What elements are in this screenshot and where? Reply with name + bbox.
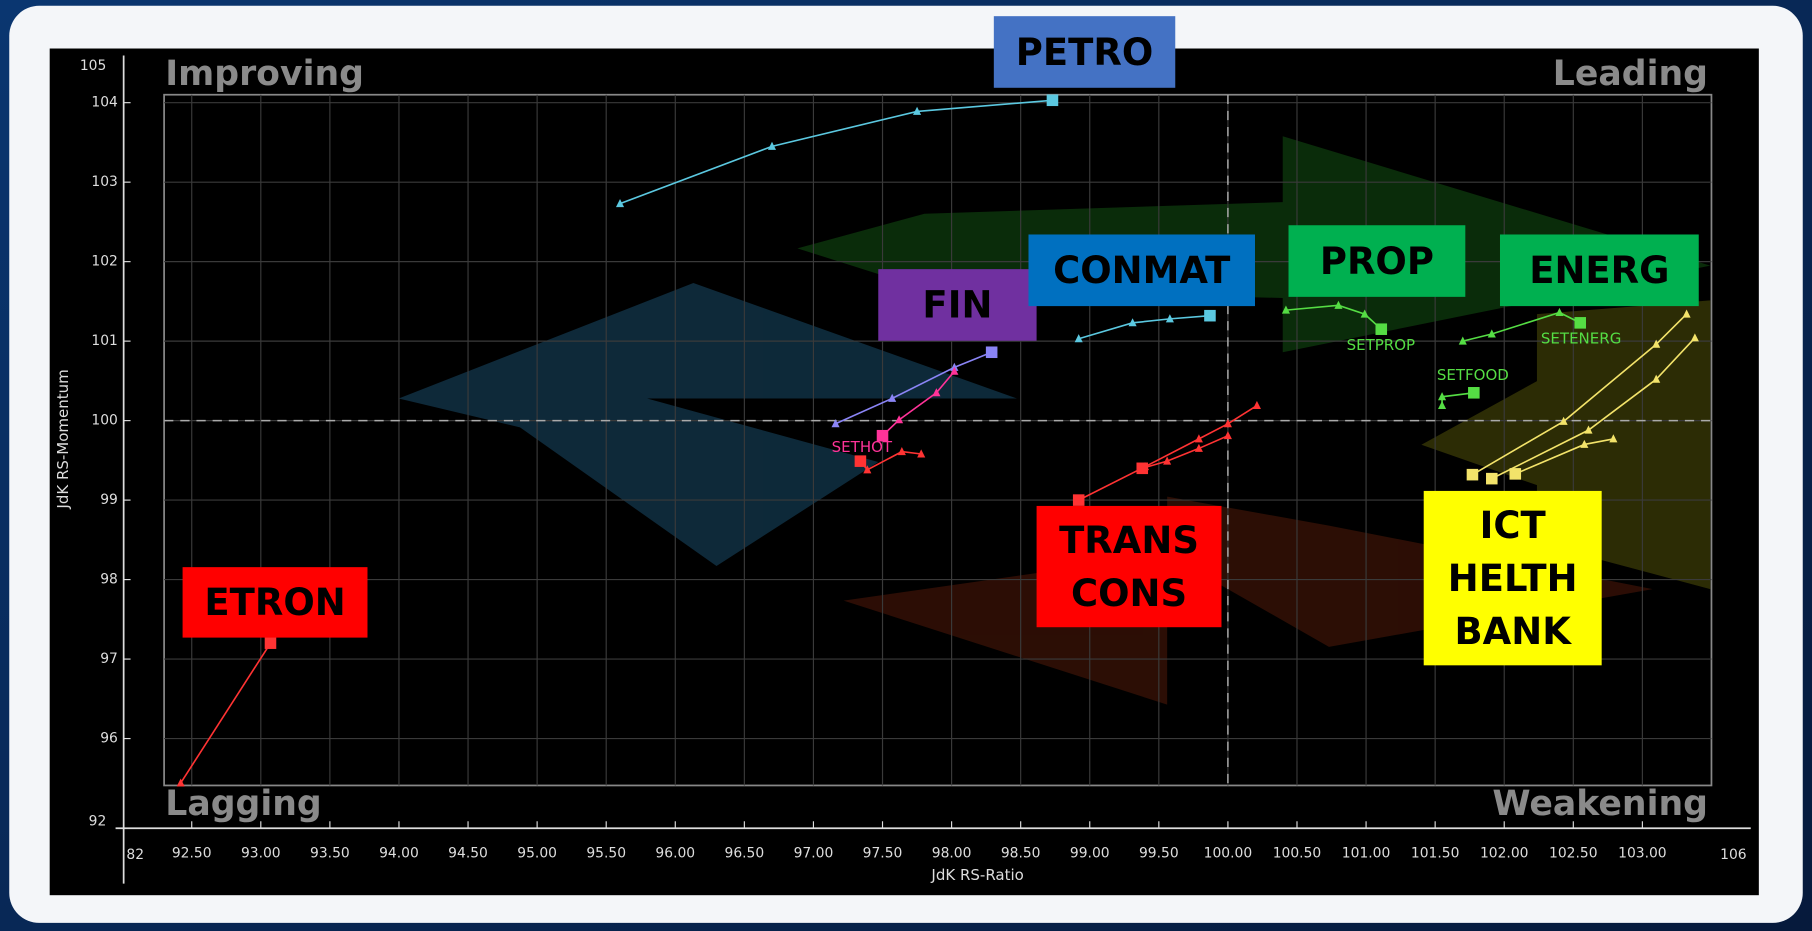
page: {"chart_data": { "type": "rrg", "x_label… [0, 0, 1812, 931]
x-tick-label: 100.50 [1273, 846, 1322, 862]
head-marker [1509, 468, 1521, 480]
series-label: SETPROP [1347, 336, 1415, 354]
head-marker [1574, 317, 1586, 329]
x-tick-label: 93.50 [310, 846, 350, 862]
callout-text: ICT [1480, 504, 1547, 547]
x-tick-label: 93.00 [241, 846, 281, 862]
y-axis-end: 105 [80, 58, 106, 74]
x-tick-label: 103.00 [1618, 846, 1667, 862]
y-tick-label: 98 [100, 572, 118, 588]
chart: 92.50 93.00 93.50 94.00 94.50 95.00 95.50 96.00… [0, 0, 1812, 931]
callout-text: PETRO [1016, 31, 1154, 74]
head-marker [855, 455, 867, 467]
quadrant-label: Lagging [165, 784, 321, 824]
x-tick-label: 97.50 [863, 846, 903, 862]
callout-text: HELTH [1448, 557, 1578, 600]
head-marker [1047, 95, 1059, 107]
x-tick-label: 96.00 [655, 846, 695, 862]
head-marker [1486, 473, 1498, 485]
callout-text: TRANS [1059, 519, 1199, 562]
x-tick-label: 98.50 [1001, 846, 1041, 862]
x-tick-label: 98.00 [932, 846, 972, 862]
head-marker [265, 637, 277, 649]
x-tick-label: 96.50 [725, 846, 765, 862]
x-axis-end: 106 [1720, 847, 1746, 863]
y-tick-label: 97 [100, 651, 118, 667]
x-tick-label: 92.50 [172, 846, 212, 862]
x-axis-title: JdK RS-Ratio [930, 866, 1023, 884]
y-axis-end: 92 [89, 813, 107, 829]
series-label: SETHOT [832, 438, 893, 456]
head-marker [1204, 310, 1216, 322]
head-marker [1073, 494, 1085, 506]
x-tick-label: 99.00 [1070, 846, 1110, 862]
head-marker [986, 346, 998, 358]
y-tick-label: 100 [91, 413, 117, 429]
x-tick-label: 102.50 [1549, 846, 1598, 862]
quadrant-label: Improving [165, 54, 364, 94]
head-marker [1136, 463, 1148, 475]
callout-text: ENERG [1529, 249, 1669, 292]
y-tick-label: 96 [100, 731, 118, 747]
x-axis-end: 82 [126, 847, 144, 863]
x-tick-label: 102.00 [1480, 846, 1529, 862]
x-tick-label: 99.50 [1139, 846, 1179, 862]
series-label: SETFOOD [1437, 366, 1509, 384]
series-label: SETENERG [1541, 330, 1621, 348]
head-marker [1468, 387, 1480, 399]
x-tick-label: 95.00 [517, 846, 557, 862]
callout-text: BANK [1454, 610, 1572, 653]
x-tick-label: 101.50 [1411, 846, 1460, 862]
y-tick-label: 101 [91, 333, 117, 349]
y-axis-title: JdK RS-Momentum [54, 369, 72, 509]
y-tick-label: 102 [91, 254, 117, 270]
y-tick-label: 103 [91, 174, 117, 190]
callout-text: CONMAT [1053, 249, 1231, 292]
callout-text: PROP [1320, 240, 1434, 283]
x-tick-label: 100.00 [1204, 846, 1253, 862]
x-tick-label: 95.50 [586, 846, 626, 862]
x-tick-label: 94.50 [448, 846, 488, 862]
quadrant-label: Leading [1553, 54, 1708, 94]
x-tick-label: 97.00 [794, 846, 834, 862]
head-marker [1467, 469, 1479, 481]
y-tick-label: 104 [91, 95, 118, 111]
x-tick-label: 101.00 [1342, 846, 1391, 862]
y-tick-label: 99 [100, 492, 118, 508]
callout-text: ETRON [204, 581, 345, 624]
callout-text: FIN [922, 284, 992, 327]
callout-text: CONS [1071, 572, 1187, 615]
x-tick-label: 94.00 [379, 846, 419, 862]
head-marker [1375, 323, 1387, 335]
quadrant-label: Weakening [1492, 784, 1708, 824]
